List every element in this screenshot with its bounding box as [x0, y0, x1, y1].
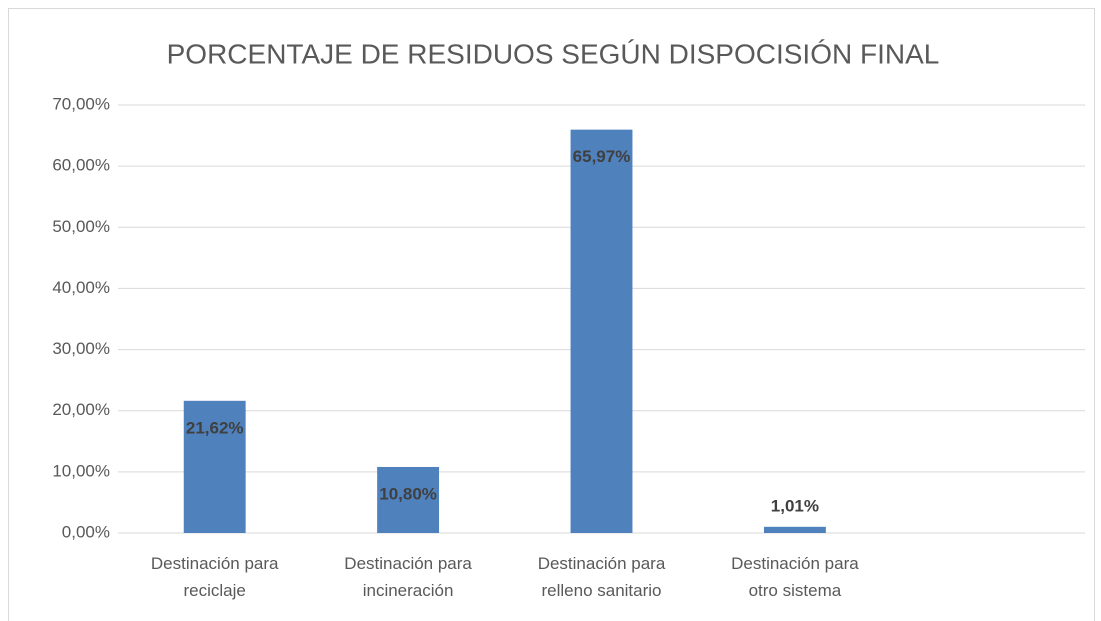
x-tick-label: Destinación para reciclaje — [151, 554, 279, 600]
y-tick-label: 0,00% — [62, 522, 110, 541]
data-label: 1,01% — [771, 496, 819, 515]
x-tick-label: Destinación para incineración — [344, 554, 472, 600]
y-tick-label: 70,00% — [52, 94, 110, 113]
data-label: 21,62% — [186, 418, 244, 437]
x-tick-label: Destinación para relleno sanitario — [538, 554, 666, 600]
bar — [763, 526, 826, 533]
x-tick-label: Destinación para otro sistema — [731, 554, 859, 600]
data-label: 10,80% — [379, 484, 437, 503]
bar — [183, 400, 246, 533]
y-tick-label: 20,00% — [52, 400, 110, 419]
y-tick-label: 60,00% — [52, 156, 110, 175]
data-label: 65,97% — [573, 147, 631, 166]
bar — [570, 129, 633, 533]
y-tick-label: 40,00% — [52, 278, 110, 297]
y-tick-label: 30,00% — [52, 339, 110, 358]
y-tick-label: 10,00% — [52, 461, 110, 480]
chart-border — [8, 8, 1095, 621]
bar — [377, 466, 440, 533]
y-tick-label: 50,00% — [52, 217, 110, 236]
chart-title: PORCENTAJE DE RESIDUOS SEGÚN DISPOCISIÓN… — [167, 38, 940, 69]
